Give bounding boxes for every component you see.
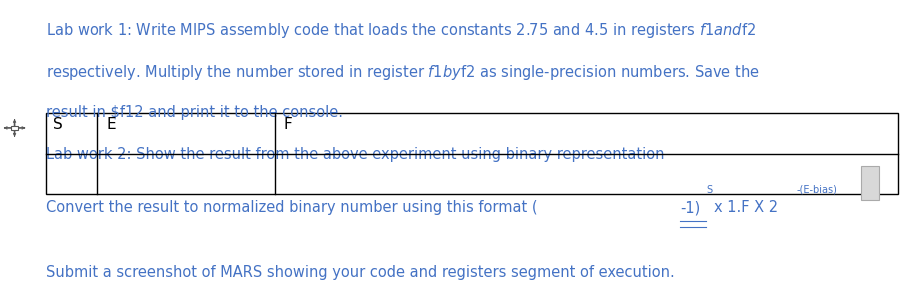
Text: Lab work 2: Show the result from the above experiment using binary representatio: Lab work 2: Show the result from the abo… — [46, 147, 664, 163]
FancyBboxPatch shape — [46, 113, 898, 194]
Text: -(E-bias): -(E-bias) — [796, 185, 837, 195]
Text: result in $f12 and print it to the console.: result in $f12 and print it to the conso… — [46, 105, 342, 120]
Text: E: E — [106, 117, 116, 132]
Text: -1): -1) — [680, 200, 700, 215]
Text: respectively. Multiply the number stored in register $f1 by $f2 as single-precis: respectively. Multiply the number stored… — [46, 63, 759, 82]
Text: Convert the result to normalized binary number using this format (: Convert the result to normalized binary … — [46, 200, 537, 215]
FancyBboxPatch shape — [861, 166, 879, 200]
FancyBboxPatch shape — [11, 126, 18, 130]
Text: Lab work 1: Write MIPS assembly code that loads the constants 2.75 and 4.5 in re: Lab work 1: Write MIPS assembly code tha… — [46, 21, 755, 40]
Text: x 1.F X 2: x 1.F X 2 — [713, 200, 778, 215]
Text: F: F — [284, 117, 293, 132]
Text: S: S — [706, 185, 713, 195]
Text: S: S — [53, 117, 63, 132]
Text: Submit a screenshot of MARS showing your code and registers segment of execution: Submit a screenshot of MARS showing your… — [46, 265, 674, 280]
